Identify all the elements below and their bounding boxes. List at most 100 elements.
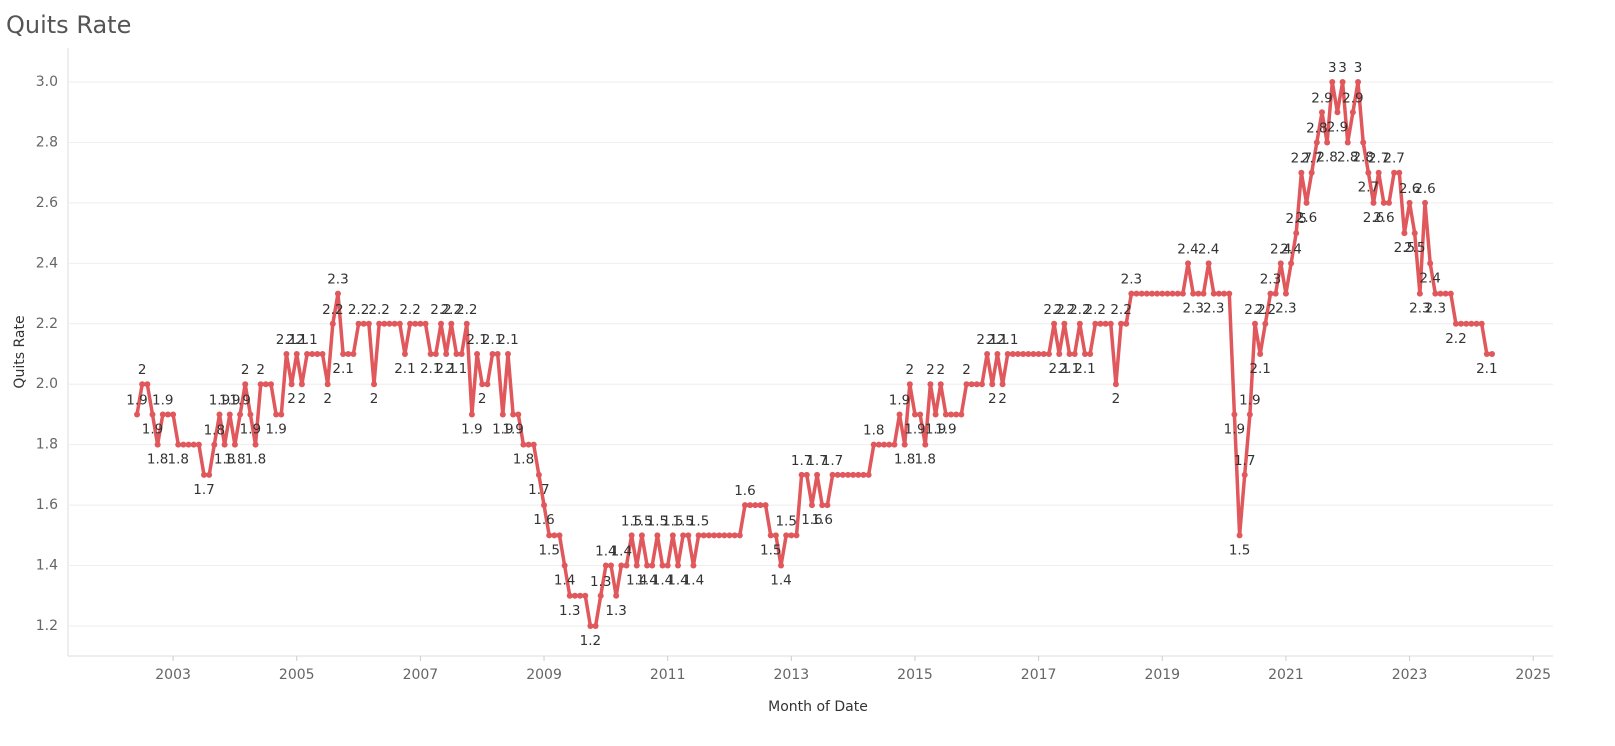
data-point	[783, 532, 790, 539]
data-point	[175, 441, 182, 448]
data-point	[1123, 320, 1130, 327]
data-point	[587, 622, 594, 629]
data-label: 2.3	[327, 272, 348, 288]
data-point	[438, 320, 445, 327]
data-label: 2.6	[1399, 181, 1420, 197]
data-point	[577, 592, 584, 599]
data-point	[412, 320, 419, 327]
data-point	[695, 532, 702, 539]
data-point	[716, 532, 723, 539]
data-point	[628, 532, 635, 539]
data-label: 2.1	[976, 332, 997, 348]
data-label: 1.7	[1234, 453, 1255, 469]
data-point	[1339, 79, 1346, 86]
data-point	[417, 320, 424, 327]
data-label: 3	[1354, 60, 1363, 76]
data-point	[839, 471, 846, 478]
data-point	[350, 351, 357, 358]
data-point	[1076, 320, 1083, 327]
data-point	[674, 562, 681, 569]
data-label: 2	[256, 362, 265, 378]
data-point	[443, 351, 450, 358]
x-tick-label: 2003	[155, 667, 191, 683]
data-label: 3	[1328, 60, 1337, 76]
data-label: 2.9	[1311, 90, 1332, 106]
data-label: 1.9	[925, 421, 946, 437]
data-point	[1221, 290, 1228, 297]
data-label: 1.5	[760, 542, 781, 558]
data-point	[1401, 230, 1408, 237]
data-point	[1164, 290, 1171, 297]
data-point	[1241, 471, 1248, 478]
data-point	[407, 320, 414, 327]
data-label: 2.4	[1177, 241, 1198, 257]
data-label: 2.1	[466, 332, 487, 348]
data-label: 2.7	[1358, 180, 1379, 196]
data-point	[1437, 290, 1444, 297]
data-point	[1447, 290, 1454, 297]
data-label: 2.4	[1270, 241, 1291, 257]
data-point	[190, 441, 197, 448]
data-point	[1102, 320, 1109, 327]
data-point	[602, 562, 609, 569]
data-label: 2	[241, 362, 250, 378]
data-point	[1081, 351, 1088, 358]
data-point	[484, 381, 491, 388]
data-point	[917, 411, 924, 418]
data-point	[1112, 381, 1119, 388]
data-point	[1282, 290, 1289, 297]
data-point	[881, 441, 888, 448]
data-point	[1452, 320, 1459, 327]
data-label: 1.5	[538, 542, 559, 558]
data-label: 1.8	[863, 423, 884, 439]
data-point	[1370, 199, 1377, 206]
data-point	[654, 532, 661, 539]
data-label: 2.4	[1419, 270, 1440, 286]
data-point	[1468, 320, 1475, 327]
data-label: 2.7	[1383, 151, 1404, 167]
x-tick-label: 2025	[1515, 667, 1551, 683]
data-point	[649, 562, 656, 569]
x-tick-label: 2005	[279, 667, 315, 683]
data-label: 2.1	[1476, 361, 1497, 377]
data-point	[814, 471, 821, 478]
data-label: 2.3	[1275, 301, 1296, 317]
data-point	[1097, 320, 1104, 327]
data-point	[541, 502, 548, 509]
data-label: 2	[936, 362, 945, 378]
data-label: 1.3	[605, 603, 626, 619]
data-label: 2.2	[430, 302, 451, 318]
data-point	[886, 441, 893, 448]
data-label: 1.7	[822, 453, 843, 469]
data-point	[571, 592, 578, 599]
data-label: 2.2	[1069, 302, 1090, 318]
y-tick-label: 2.2	[36, 316, 58, 332]
data-label: 1.9	[219, 392, 240, 408]
data-label: 2.7	[1368, 151, 1389, 167]
data-point	[922, 441, 929, 448]
data-point	[231, 441, 238, 448]
data-point	[314, 351, 321, 358]
data-label: 2.2	[399, 302, 420, 318]
data-point	[1344, 139, 1351, 146]
data-point	[1252, 320, 1259, 327]
data-label: 1.9	[904, 421, 925, 437]
x-axis-title: Month of Date	[768, 699, 868, 715]
data-label: 1.5	[672, 513, 693, 529]
data-label: 2	[1112, 391, 1121, 407]
data-point	[525, 441, 532, 448]
data-point	[690, 562, 697, 569]
data-label: 1.5	[631, 513, 652, 529]
data-label: 2.1	[286, 332, 307, 348]
x-tick-label: 2009	[526, 667, 562, 683]
data-label: 1.8	[204, 423, 225, 439]
data-label: 1.8	[513, 452, 534, 468]
data-point	[850, 471, 857, 478]
data-point	[1200, 290, 1207, 297]
data-point	[1329, 79, 1336, 86]
data-label: 1.4	[554, 573, 575, 589]
data-point	[984, 351, 991, 358]
y-tick-label: 1.6	[36, 497, 58, 513]
data-label: 1.4	[652, 573, 673, 589]
data-point	[865, 471, 872, 478]
